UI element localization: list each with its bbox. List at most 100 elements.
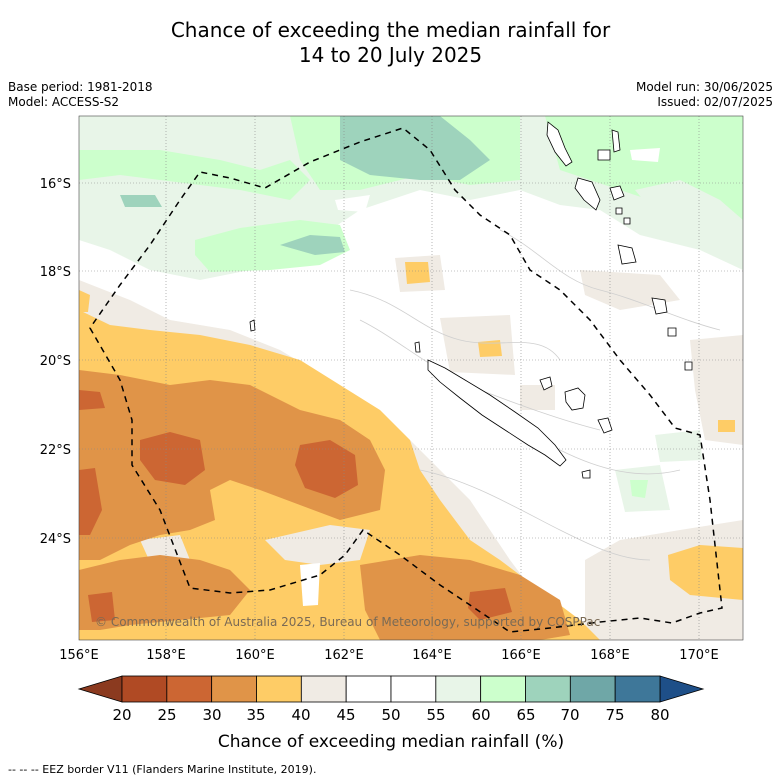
colorbar-segment bbox=[480, 675, 526, 703]
lon-label-160e: 160°E bbox=[235, 648, 275, 663]
chesterfield-island bbox=[249, 319, 256, 332]
colorbar-segment bbox=[390, 675, 437, 703]
cb-tick-70: 70 bbox=[560, 706, 579, 724]
cb-tick-40: 40 bbox=[291, 706, 310, 724]
region-35-40-edge bbox=[79, 290, 90, 312]
graticule bbox=[79, 116, 743, 640]
region-35-40-inner bbox=[220, 495, 260, 532]
region-40-45-e2 bbox=[520, 385, 555, 410]
region-35-40-se bbox=[668, 545, 743, 600]
cb-tick-25: 25 bbox=[157, 706, 176, 724]
map-frame bbox=[78, 115, 744, 641]
region-25-30-w3 bbox=[79, 468, 102, 535]
cb-tick-45: 45 bbox=[336, 706, 355, 724]
latitude-labels: 16°S 18°S 20°S 22°S 24°S bbox=[40, 177, 71, 547]
model-run: Model run: 30/06/2025 bbox=[635, 80, 773, 94]
region-25-30-w2 bbox=[140, 432, 205, 485]
lon-label-162e: 162°E bbox=[324, 648, 364, 663]
region-40-45-e bbox=[690, 335, 743, 445]
region-25-30-w1 bbox=[79, 390, 105, 410]
eez-legend-note: -- -- -- EEZ border V11 (Flanders Marine… bbox=[8, 763, 317, 776]
region-65-70-west bbox=[120, 195, 162, 207]
eez-border bbox=[89, 127, 723, 633]
region-60-65-band bbox=[195, 220, 350, 272]
region-25-30-sw bbox=[88, 592, 115, 622]
colorbar-segment bbox=[569, 675, 616, 703]
region-35-40-e bbox=[718, 420, 735, 432]
colorbar-segments bbox=[121, 675, 661, 703]
rainfall-field: © Commonwealth of Australia 2025, Bureau… bbox=[79, 116, 743, 640]
colorbar-segment bbox=[525, 675, 571, 703]
island-ile-des-pins bbox=[581, 469, 591, 479]
lat-label-16s: 16°S bbox=[40, 177, 71, 192]
patch-white-2 bbox=[630, 148, 660, 162]
colorbar-segment bbox=[300, 675, 347, 703]
lon-label-156e: 156°E bbox=[59, 648, 99, 663]
lon-label-158e: 158°E bbox=[146, 648, 186, 663]
colorbar-arrow-low bbox=[77, 675, 123, 703]
cb-tick-20: 20 bbox=[112, 706, 131, 724]
colorbar-ticks: 20 25 30 35 40 45 50 55 60 65 70 75 80 bbox=[112, 706, 669, 724]
colorbar-title: Chance of exceeding median rainfall (%) bbox=[218, 732, 564, 752]
cb-tick-60: 60 bbox=[471, 706, 490, 724]
new-caledonia-island bbox=[427, 359, 567, 467]
lat-label-20s: 20°S bbox=[40, 354, 71, 369]
colorbar-segment bbox=[256, 675, 302, 703]
region-25-30-s bbox=[468, 588, 512, 620]
loyalty-island-3 bbox=[597, 417, 613, 434]
region-60-65-west bbox=[79, 150, 310, 200]
loyalty-island-1 bbox=[564, 387, 586, 411]
colorbar-segment bbox=[345, 675, 392, 703]
lon-label-164e: 164°E bbox=[412, 648, 452, 663]
region-30-35-south bbox=[79, 555, 250, 630]
vanuatu-maewo bbox=[611, 129, 621, 153]
region-55-60-east bbox=[635, 180, 743, 250]
lon-label-168e: 168°E bbox=[590, 648, 630, 663]
vanuatu-tanna bbox=[667, 327, 677, 337]
colorbar-segment bbox=[166, 675, 213, 703]
colorbar-arrow-high bbox=[659, 675, 705, 703]
vanuatu-malakula bbox=[574, 177, 601, 211]
base-period: Base period: 1981-2018 bbox=[8, 80, 153, 94]
map-title: Chance of exceeding the median rainfall … bbox=[0, 18, 781, 68]
region-55-60-nw bbox=[79, 116, 330, 150]
lon-label-166e: 166°E bbox=[501, 648, 541, 663]
region-25-30-c bbox=[295, 440, 358, 498]
vanuatu-aneityum bbox=[684, 361, 693, 371]
colorbar-segment bbox=[614, 675, 661, 703]
cb-tick-35: 35 bbox=[246, 706, 265, 724]
longitude-labels: 156°E 158°E 160°E 162°E 164°E 166°E 168°… bbox=[59, 648, 719, 663]
colorbar: 20 25 30 35 40 45 50 55 60 65 70 75 80 C… bbox=[77, 675, 705, 752]
title-line-1: Chance of exceeding the median rainfall … bbox=[170, 18, 611, 42]
region-35-40-n2 bbox=[478, 340, 502, 357]
vanuatu-pentecost bbox=[597, 149, 611, 161]
colorbar-segment bbox=[121, 675, 168, 703]
cb-tick-75: 75 bbox=[605, 706, 624, 724]
vanuatu-ambrym bbox=[609, 185, 625, 201]
region-55-60-se2 bbox=[655, 430, 702, 462]
issued-date: Issued: 02/07/2025 bbox=[657, 95, 773, 109]
region-30-35-west bbox=[79, 370, 385, 560]
model-name: Model: ACCESS-S2 bbox=[8, 95, 120, 109]
title-line-2: 14 to 20 July 2025 bbox=[298, 43, 483, 67]
region-35-40-n1 bbox=[405, 262, 430, 284]
vanuatu-small-islands bbox=[615, 207, 631, 225]
lat-label-24s: 24°S bbox=[40, 532, 71, 547]
cb-tick-55: 55 bbox=[426, 706, 445, 724]
loyalty-island-2 bbox=[539, 376, 553, 391]
region-40-45-inner2 bbox=[140, 535, 190, 562]
region-65-70-center bbox=[340, 116, 490, 180]
meta-left: Base period: 1981-2018 Model: ACCESS-S2 bbox=[8, 80, 153, 110]
vanuatu-espiritu-santo bbox=[546, 121, 573, 167]
colorbar-segment bbox=[435, 675, 482, 703]
patch-white-3 bbox=[300, 563, 320, 606]
lat-label-22s: 22°S bbox=[40, 443, 71, 458]
cb-tick-30: 30 bbox=[202, 706, 221, 724]
copyright-text: © Commonwealth of Australia 2025, Bureau… bbox=[95, 615, 600, 629]
vanuatu-erromango bbox=[651, 297, 668, 315]
region-40-45-n2 bbox=[440, 315, 515, 375]
reef-island bbox=[414, 341, 421, 353]
vanuatu-efate bbox=[617, 244, 637, 265]
cb-tick-50: 50 bbox=[381, 706, 400, 724]
